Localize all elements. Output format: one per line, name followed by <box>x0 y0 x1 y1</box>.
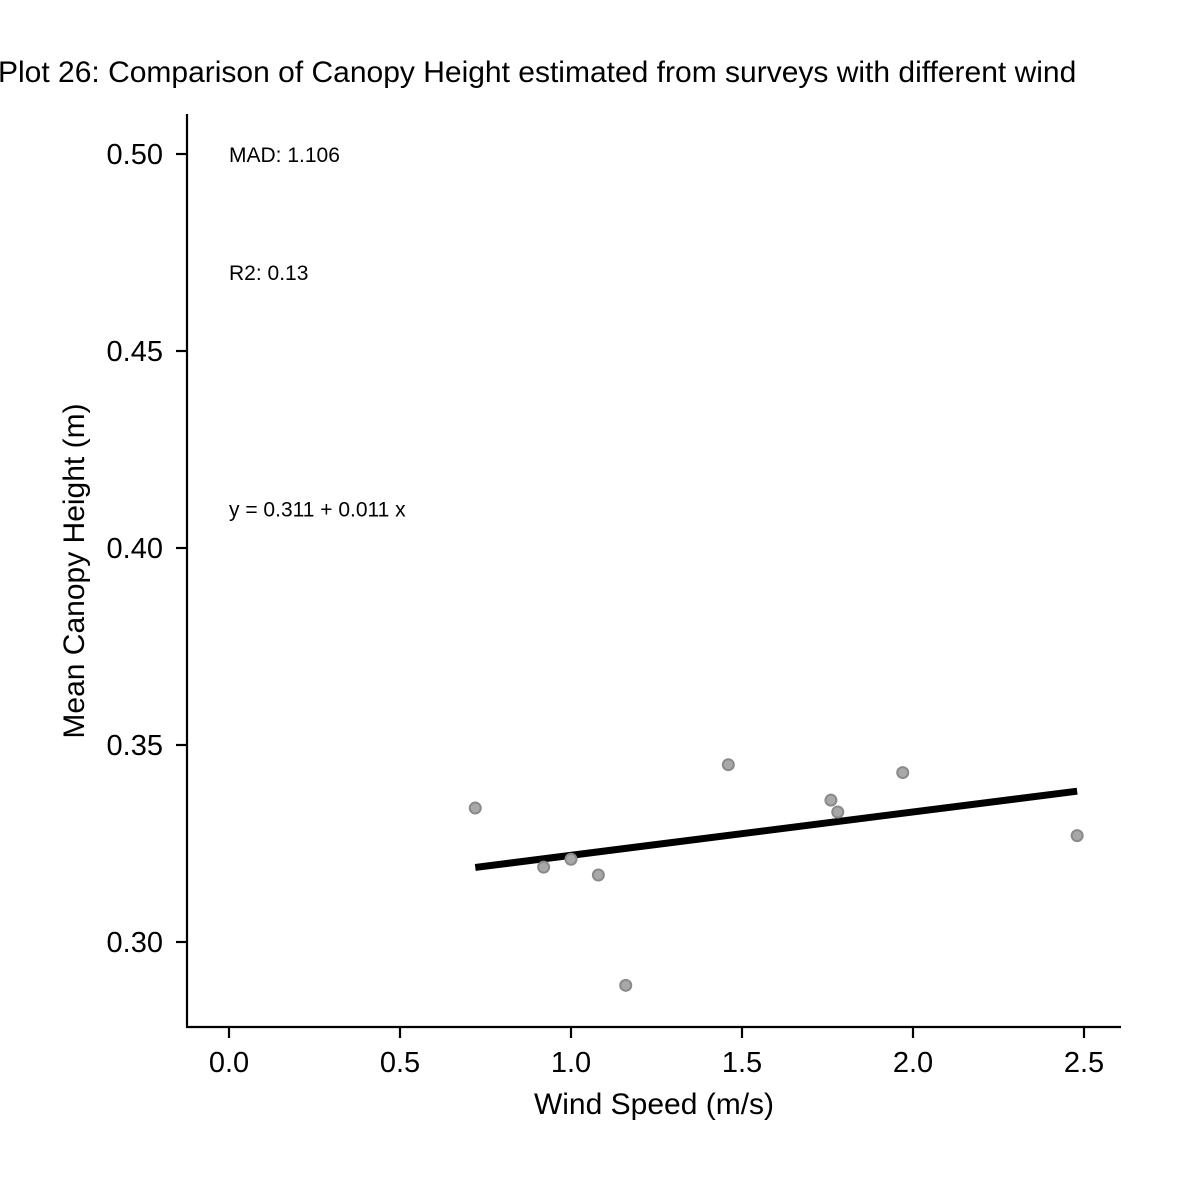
data-point <box>721 758 735 772</box>
data-point <box>896 766 910 780</box>
data-point <box>537 860 551 874</box>
equation-annotation: y = 0.311 + 0.011 x <box>229 499 406 522</box>
y-tick-label: 0.40 <box>107 533 163 565</box>
x-tick-label: 2.5 <box>1064 1047 1104 1079</box>
data-point <box>591 868 605 882</box>
data-points <box>468 758 1084 992</box>
y-tick-label: 0.50 <box>107 139 163 171</box>
y-tick-label: 0.35 <box>107 730 163 762</box>
data-point <box>564 852 578 866</box>
x-tick-label: 0.0 <box>209 1047 249 1079</box>
x-axis-ticks: 0.0 0.5 1.0 1.5 2.0 2.5 <box>209 1027 1104 1079</box>
data-point <box>831 805 845 819</box>
r2-annotation: R2: 0.13 <box>229 262 308 285</box>
x-tick-label: 0.5 <box>380 1047 420 1079</box>
data-point <box>824 793 838 807</box>
mad-annotation: MAD: 1.106 <box>229 144 340 167</box>
data-point <box>468 801 482 815</box>
x-tick-label: 1.5 <box>722 1047 762 1079</box>
y-tick-label: 0.30 <box>107 927 163 959</box>
y-axis-ticks: 0.30 0.35 0.40 0.45 0.50 <box>107 139 187 959</box>
y-tick-label: 0.45 <box>107 336 163 368</box>
annotations: MAD: 1.106 R2: 0.13 y = 0.311 + 0.011 x <box>229 144 406 522</box>
data-point <box>619 978 633 992</box>
x-tick-label: 2.0 <box>893 1047 933 1079</box>
y-axis-label: Mean Canopy Height (m) <box>58 403 91 738</box>
x-tick-label: 1.0 <box>551 1047 591 1079</box>
data-point <box>1070 829 1084 843</box>
x-axis-label: Wind Speed (m/s) <box>534 1088 774 1121</box>
chart-title: Plot 26: Comparison of Canopy Height est… <box>0 56 1076 89</box>
